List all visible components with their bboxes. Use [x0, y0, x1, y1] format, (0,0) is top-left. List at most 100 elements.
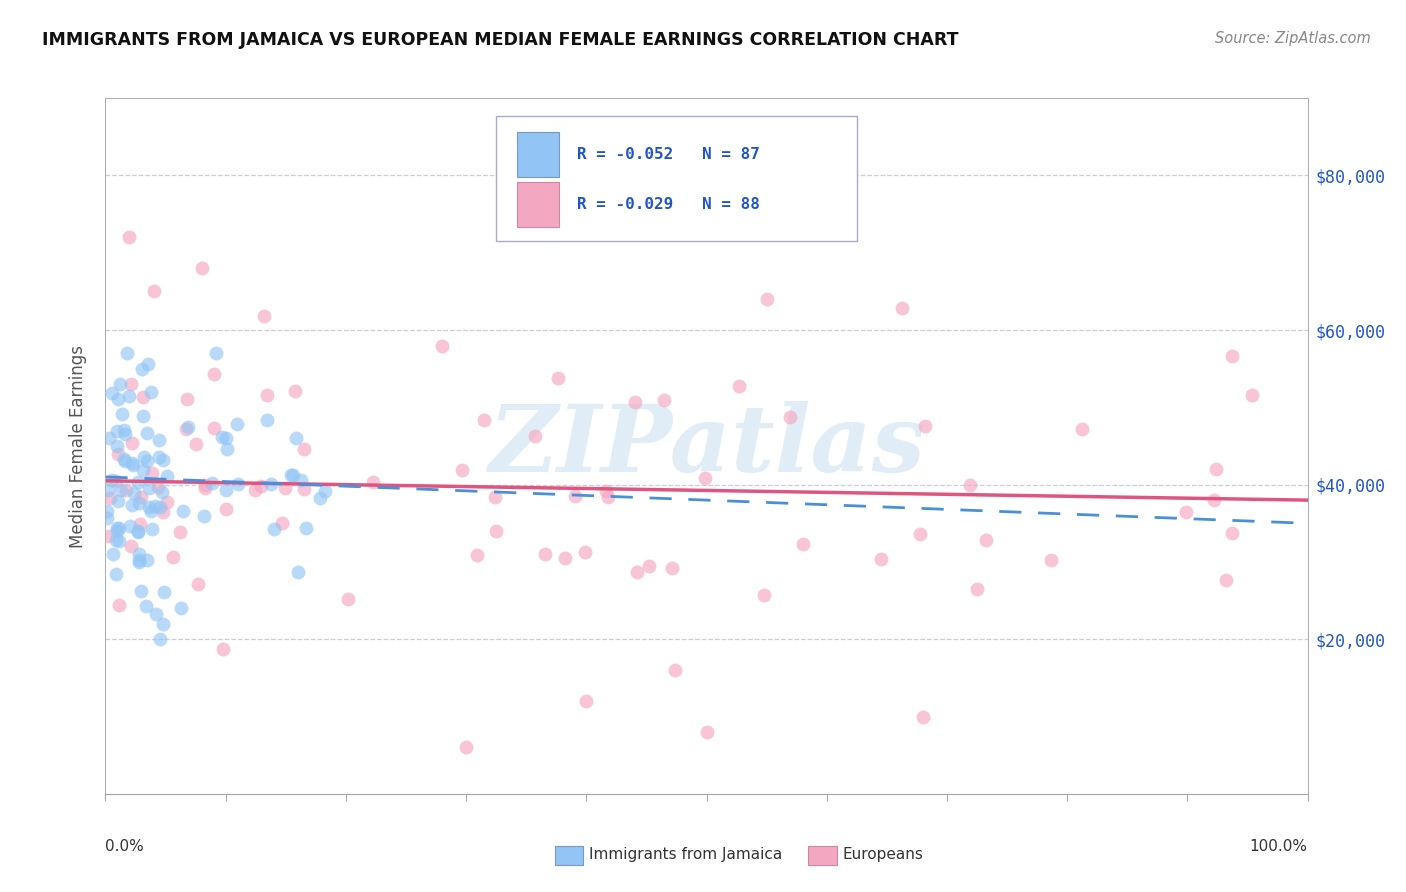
Point: [105, 439, 128, 453]
Point: [914, 419, 936, 434]
Point: [184, 437, 207, 451]
Point: [105, 521, 128, 535]
Point: [485, 524, 508, 539]
Point: [136, 553, 159, 567]
Point: [141, 522, 163, 536]
Point: [295, 521, 318, 535]
Point: [176, 392, 198, 406]
Point: [869, 551, 891, 566]
Point: [727, 379, 749, 393]
Point: [105, 524, 128, 538]
Point: [966, 582, 988, 597]
Point: [149, 500, 172, 514]
Point: [107, 494, 129, 508]
Point: [138, 357, 160, 371]
Point: [131, 361, 153, 376]
Point: [172, 504, 194, 518]
Text: IMMIGRANTS FROM JAMAICA VS EUROPEAN MEDIAN FEMALE EARNINGS CORRELATION CHART: IMMIGRANTS FROM JAMAICA VS EUROPEAN MEDI…: [42, 31, 959, 49]
Point: [661, 561, 683, 575]
Point: [624, 395, 647, 409]
Point: [626, 565, 648, 579]
Point: [138, 481, 160, 495]
Point: [1220, 525, 1243, 540]
Point: [215, 483, 238, 498]
Point: [280, 468, 302, 483]
Point: [107, 392, 129, 406]
Point: [273, 481, 295, 495]
Point: [472, 413, 495, 427]
Point: [153, 584, 176, 599]
Point: [292, 442, 315, 456]
Point: [574, 544, 596, 558]
Point: [152, 453, 174, 467]
Point: [245, 483, 267, 498]
Point: [127, 524, 149, 539]
Point: [124, 485, 146, 500]
Point: [250, 479, 273, 493]
Point: [96, 511, 118, 525]
Point: [131, 490, 153, 504]
Text: 0.0%: 0.0%: [105, 839, 145, 855]
Point: [105, 533, 128, 548]
Point: [146, 480, 169, 494]
Point: [637, 558, 659, 573]
Point: [314, 483, 336, 498]
Point: [361, 475, 384, 489]
Point: [533, 547, 555, 561]
Point: [284, 384, 307, 398]
Point: [128, 553, 150, 567]
Point: [105, 567, 128, 582]
Point: [484, 490, 506, 504]
Point: [114, 454, 136, 468]
Point: [595, 483, 617, 498]
Point: [281, 467, 304, 482]
Point: [226, 417, 249, 431]
Point: [465, 549, 488, 563]
Point: [193, 509, 215, 524]
Text: Europeans: Europeans: [842, 847, 924, 862]
Point: [108, 377, 131, 392]
Point: [564, 489, 586, 503]
Point: [260, 476, 283, 491]
Point: [779, 409, 801, 424]
Point: [96, 503, 118, 517]
Point: [110, 407, 132, 421]
Point: [131, 463, 153, 477]
Point: [454, 740, 477, 755]
Point: [141, 466, 163, 480]
Point: [138, 500, 160, 515]
Point: [128, 495, 150, 509]
Point: [108, 534, 131, 549]
Point: [959, 478, 981, 492]
Point: [128, 547, 150, 561]
Point: [308, 491, 330, 505]
Point: [524, 429, 547, 443]
Point: [214, 501, 236, 516]
Point: [129, 516, 152, 531]
Point: [263, 522, 285, 536]
Point: [284, 431, 307, 445]
Point: [162, 550, 184, 565]
Point: [575, 694, 598, 708]
Y-axis label: Median Female Earnings: Median Female Earnings: [69, 344, 87, 548]
Point: [115, 483, 138, 498]
Text: ZIPatlas: ZIPatlas: [488, 401, 925, 491]
Text: R = -0.052   N = 87: R = -0.052 N = 87: [576, 146, 759, 161]
Text: Immigrants from Jamaica: Immigrants from Jamaica: [589, 847, 782, 862]
Point: [169, 524, 191, 539]
Point: [664, 663, 686, 677]
Point: [112, 423, 135, 437]
Bar: [516, 182, 558, 227]
Point: [292, 483, 315, 497]
Point: [132, 391, 155, 405]
Point: [142, 285, 165, 299]
FancyBboxPatch shape: [496, 115, 856, 241]
Point: [974, 533, 997, 547]
Point: [108, 521, 131, 535]
Point: [156, 495, 179, 509]
Point: [97, 483, 120, 498]
Point: [145, 607, 167, 621]
Point: [132, 450, 155, 464]
Point: [287, 566, 309, 580]
Point: [187, 576, 209, 591]
